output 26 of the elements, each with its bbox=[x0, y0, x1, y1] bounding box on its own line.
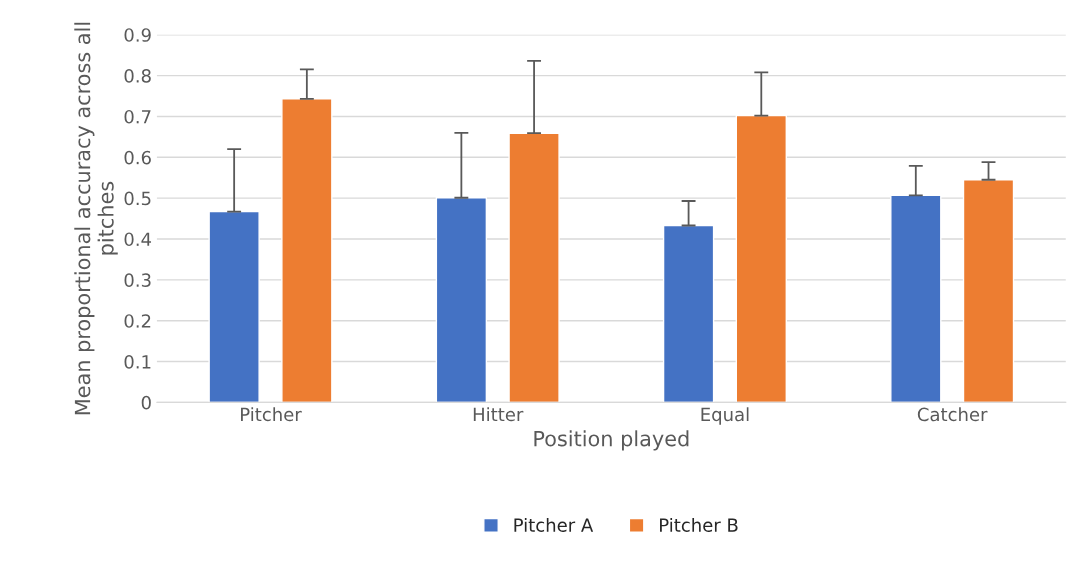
bar bbox=[208, 210, 260, 403]
legend-label: Pitcher B bbox=[660, 517, 738, 532]
y-tick-label: 0.4 bbox=[124, 232, 152, 247]
x-tick-label: Catcher bbox=[917, 407, 988, 422]
bar bbox=[281, 98, 333, 403]
y-tick-label: 0.9 bbox=[124, 28, 151, 42]
y-tick-label: 0.6 bbox=[124, 150, 151, 165]
x-tick-label: Hitter bbox=[473, 407, 524, 422]
legend-label: Pitcher A bbox=[514, 517, 594, 532]
y-axis-title: Mean proportional accuracy across all pitches bbox=[74, 22, 118, 415]
y-tick-label: 0.7 bbox=[124, 109, 151, 124]
x-tick-label: Equal bbox=[701, 407, 749, 425]
bar bbox=[735, 114, 787, 403]
bar bbox=[890, 194, 942, 403]
bar bbox=[508, 132, 560, 403]
y-tick-label: 0.3 bbox=[124, 273, 151, 287]
bar bbox=[435, 197, 488, 403]
y-tick-label: 0.8 bbox=[124, 69, 151, 83]
bar bbox=[962, 179, 1015, 403]
bar bbox=[662, 224, 715, 403]
x-tick-label: Pitcher bbox=[241, 407, 302, 422]
y-tick-label: 0 bbox=[141, 395, 151, 410]
y-tick-label: 0.1 bbox=[124, 355, 151, 369]
x-axis-title: Position played bbox=[534, 430, 689, 451]
y-tick-label: 0.2 bbox=[124, 314, 151, 328]
y-tick-label: 0.5 bbox=[124, 191, 151, 206]
